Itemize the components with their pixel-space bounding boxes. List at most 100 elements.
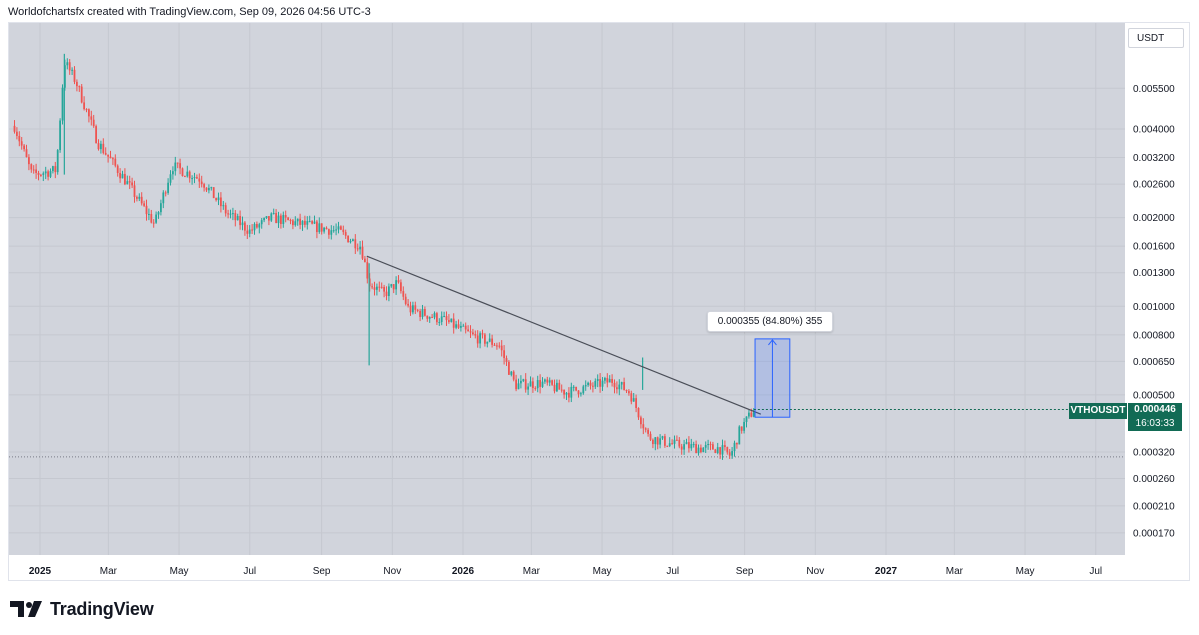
candle-body [400,282,402,292]
candle-body [743,421,746,431]
y-tick-label: 0.001600 [1133,242,1175,253]
candle-body [450,318,453,322]
candle-body [109,156,112,159]
candle-body [601,380,604,387]
candle-body [260,220,263,225]
candle-body [556,382,558,392]
candle-body [248,229,251,234]
candle-body [584,385,587,387]
candle-body [700,447,702,453]
candle-body [160,203,162,213]
chart-frame[interactable] [8,22,1190,581]
candle-body [534,388,537,390]
candle-body [395,280,398,290]
candle-body [611,378,614,383]
candle-body [421,309,424,317]
candle-body [88,109,90,117]
candle-body [460,325,462,328]
candle-body [433,313,436,318]
candle-body [167,182,170,193]
candle-body [66,62,69,66]
candle-body [277,215,280,224]
candle-body [299,218,302,225]
candle-body [220,197,222,207]
candle-body [128,181,131,183]
candle-body [424,309,426,316]
candle-body [688,442,690,449]
x-tick-label: Jul [1089,566,1102,577]
candle-body [136,196,138,199]
y-tick-label: 0.000800 [1133,330,1175,341]
y-tick-label: 0.000210 [1133,501,1175,512]
candle-body [364,258,366,263]
candle-body [721,445,724,455]
candle-body [443,316,446,318]
candle-body [270,213,273,221]
candle-body [188,171,191,179]
candle-body [388,286,390,297]
candle-body [347,235,350,243]
candle-body [752,412,755,417]
candle-body [724,445,726,448]
candle-body [702,447,705,453]
candle-body [83,102,86,110]
candle-body [536,380,539,389]
candle-body [212,187,215,199]
candle-body [121,173,124,179]
candle-body [620,382,623,385]
candle-body [582,386,585,394]
candle-body [265,216,268,219]
candle-body [373,287,376,290]
candle-body [587,382,590,386]
currency-selector[interactable]: USDT [1128,28,1184,48]
candle-body [407,303,410,306]
candle-body [325,227,328,230]
y-tick-label: 0.000170 [1133,528,1175,539]
candle-body [222,205,225,207]
y-tick-label: 0.000260 [1133,474,1175,485]
candle-body [750,412,753,417]
candle-body [484,334,486,344]
candle-body [352,239,354,242]
candle-body [404,296,407,304]
tradingview-logo-icon [10,601,42,617]
y-tick-label: 0.000320 [1133,448,1175,459]
candle-body [745,416,748,422]
candle-body [596,379,599,381]
tradingview-logo[interactable]: TradingView [10,597,154,621]
brand-name: TradingView [50,598,154,619]
candle-body [68,62,71,71]
candle-body [498,345,501,347]
y-tick-label: 0.003200 [1133,153,1175,164]
candle-body [644,428,647,430]
candle-body [517,383,520,390]
candle-body [76,81,78,87]
candle-body [304,220,306,225]
candle-body [448,320,450,322]
candle-body [452,318,455,328]
candle-body [289,220,292,222]
candle-body [656,437,659,445]
candle-body [342,229,345,233]
candle-body [311,221,314,224]
candle-body [541,381,544,387]
candle-body [100,143,102,150]
candle-body [287,217,290,221]
candle-body [565,392,568,395]
candle-body [244,222,246,231]
candle-body [697,447,700,454]
candle-body [208,187,210,191]
candle-body [236,215,239,221]
x-tick-label: Mar [523,566,541,577]
candle-body [371,286,374,288]
candle-body [157,212,160,215]
candle-body [642,424,645,429]
candle-body [575,386,578,391]
candle-body [224,205,227,214]
y-tick-label: 0.002600 [1133,180,1175,191]
candle-body [376,286,378,290]
candle-body [169,174,172,183]
candle-body [25,149,28,158]
candle-body [119,172,122,179]
